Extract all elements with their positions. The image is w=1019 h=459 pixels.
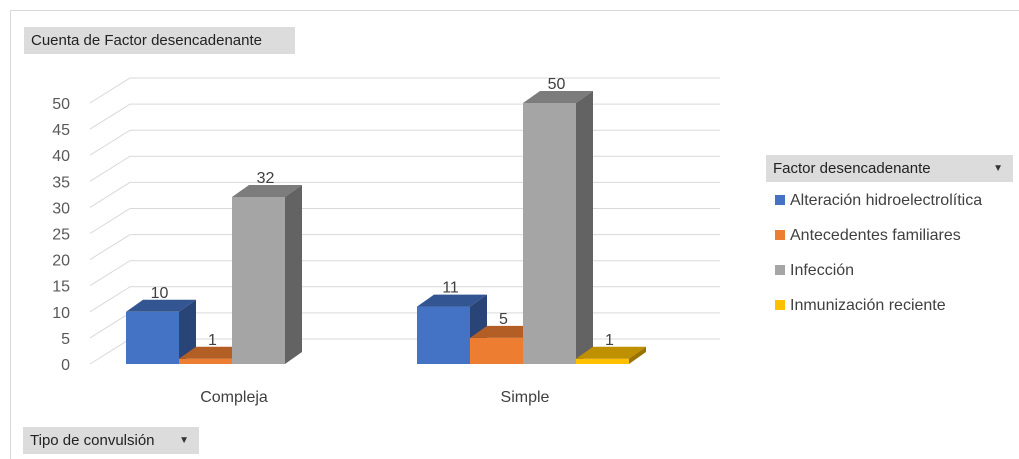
bar-top xyxy=(179,346,249,359)
bar-top xyxy=(470,325,540,338)
y-tick-label: 35 xyxy=(52,174,70,191)
bar-top xyxy=(417,294,487,307)
bar-side xyxy=(179,299,196,364)
bar-side xyxy=(576,91,593,364)
bar-top xyxy=(126,299,196,312)
y-tick-label: 25 xyxy=(52,227,70,244)
y-tick-label: 5 xyxy=(61,331,70,348)
y-tick-label: 45 xyxy=(52,122,70,139)
gridline xyxy=(89,208,720,234)
category-label: Compleja xyxy=(200,389,268,406)
axis-field-label: Tipo de convulsión xyxy=(30,432,155,449)
data-label: 50 xyxy=(548,76,566,93)
value-field-button[interactable]: Cuenta de Factor desencadenante xyxy=(24,27,295,54)
data-label: 11 xyxy=(442,280,459,297)
data-label: 1 xyxy=(605,332,614,349)
legend-field-button[interactable]: Factor desencadenante ▼ xyxy=(766,155,1013,182)
legend-swatch xyxy=(775,265,785,275)
category-label: Simple xyxy=(501,389,550,406)
legend-label: Alteración hidroelectrolítica xyxy=(790,192,983,209)
axis-dropdown-arrow-icon[interactable]: ▼ xyxy=(179,435,189,446)
gridline xyxy=(89,103,720,130)
bar xyxy=(523,103,576,364)
legend-swatch xyxy=(775,230,785,240)
axis-field-button[interactable]: Tipo de convulsión ▼ xyxy=(23,427,199,454)
gridline xyxy=(89,181,720,208)
y-tick-label: 30 xyxy=(52,200,70,217)
gridline xyxy=(89,129,720,156)
legend-entry: Infección xyxy=(775,261,854,281)
gridline xyxy=(89,234,720,261)
bar-top xyxy=(576,346,646,359)
y-tick-label: 10 xyxy=(52,305,70,322)
y-tick-label: 40 xyxy=(52,148,70,165)
bar-top xyxy=(232,184,302,197)
gridline xyxy=(89,260,720,287)
legend-entry: Inmunización reciente xyxy=(775,296,946,316)
legend-field-label: Factor desencadenante xyxy=(773,160,931,177)
y-tick-label: 20 xyxy=(52,253,70,270)
bar xyxy=(417,306,470,364)
legend-swatch xyxy=(775,300,785,310)
legend-entry: Alteración hidroelectrolítica xyxy=(775,191,982,211)
bar-side xyxy=(629,346,646,364)
bar xyxy=(470,337,523,364)
legend-label: Inmunización reciente xyxy=(790,297,946,314)
data-label: 10 xyxy=(151,285,169,302)
bar xyxy=(126,311,179,364)
bar-top xyxy=(523,91,593,103)
y-tick-label: 0 xyxy=(61,357,70,374)
bar xyxy=(179,358,232,364)
legend-label: Infección xyxy=(790,262,855,279)
chart-area-frame xyxy=(10,10,1019,459)
gridline xyxy=(89,77,720,104)
data-label: 1 xyxy=(208,332,217,349)
y-tick-label: 15 xyxy=(52,279,70,296)
gridline xyxy=(89,155,720,182)
value-field-label: Cuenta de Factor desencadenante xyxy=(31,32,262,49)
bar xyxy=(232,196,285,364)
legend-dropdown-arrow-icon[interactable]: ▼ xyxy=(993,163,1003,174)
bar-side xyxy=(285,184,302,364)
legend-label: Antecedentes familiares xyxy=(790,227,961,244)
legend-entry: Antecedentes familiares xyxy=(775,226,961,246)
bar xyxy=(576,358,629,364)
legend-swatch xyxy=(775,195,785,205)
data-label: 32 xyxy=(257,170,275,187)
y-tick-label: 50 xyxy=(52,96,70,113)
data-label: 5 xyxy=(499,311,508,328)
